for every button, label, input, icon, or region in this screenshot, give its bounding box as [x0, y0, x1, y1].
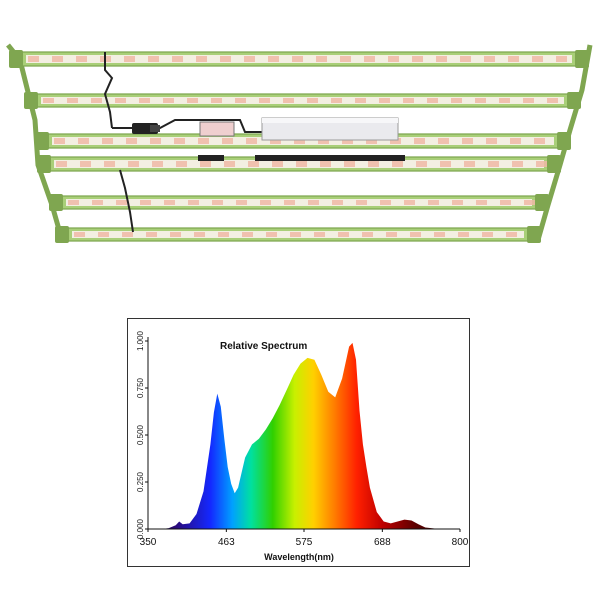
y-tick-label: 0.750 [136, 377, 145, 398]
y-tick-label: 0.000 [136, 518, 145, 539]
grow-light-illustration [6, 43, 593, 243]
spectrum-area [148, 342, 460, 529]
y-tick-label: 0.250 [136, 471, 145, 492]
chart-title: Relative Spectrum [220, 341, 307, 352]
x-tick-label: 350 [140, 537, 157, 548]
led-bar [55, 226, 541, 243]
x-axis-title: Wavelength(nm) [264, 552, 334, 562]
power-connector [132, 123, 160, 134]
x-tick-label: 800 [452, 537, 469, 548]
led-bar [35, 132, 571, 150]
led-bar [49, 194, 549, 211]
y-tick-label: 1.000 [136, 330, 145, 351]
driver-box [198, 117, 405, 161]
led-bar [37, 155, 561, 173]
x-tick-label: 463 [218, 537, 235, 548]
y-tick-label: 0.500 [136, 424, 145, 445]
x-tick-label: 688 [374, 537, 391, 548]
led-bars [6, 43, 593, 243]
spectrum-chart: Relative Spectrum Wavelength(nm) 350 463 5… [127, 318, 470, 567]
led-bar [24, 92, 581, 109]
led-bar [9, 50, 589, 68]
x-tick-label: 575 [296, 537, 313, 548]
spectrum-chart-svg: Relative Spectrum Wavelength(nm) 350 463 5… [136, 330, 469, 562]
